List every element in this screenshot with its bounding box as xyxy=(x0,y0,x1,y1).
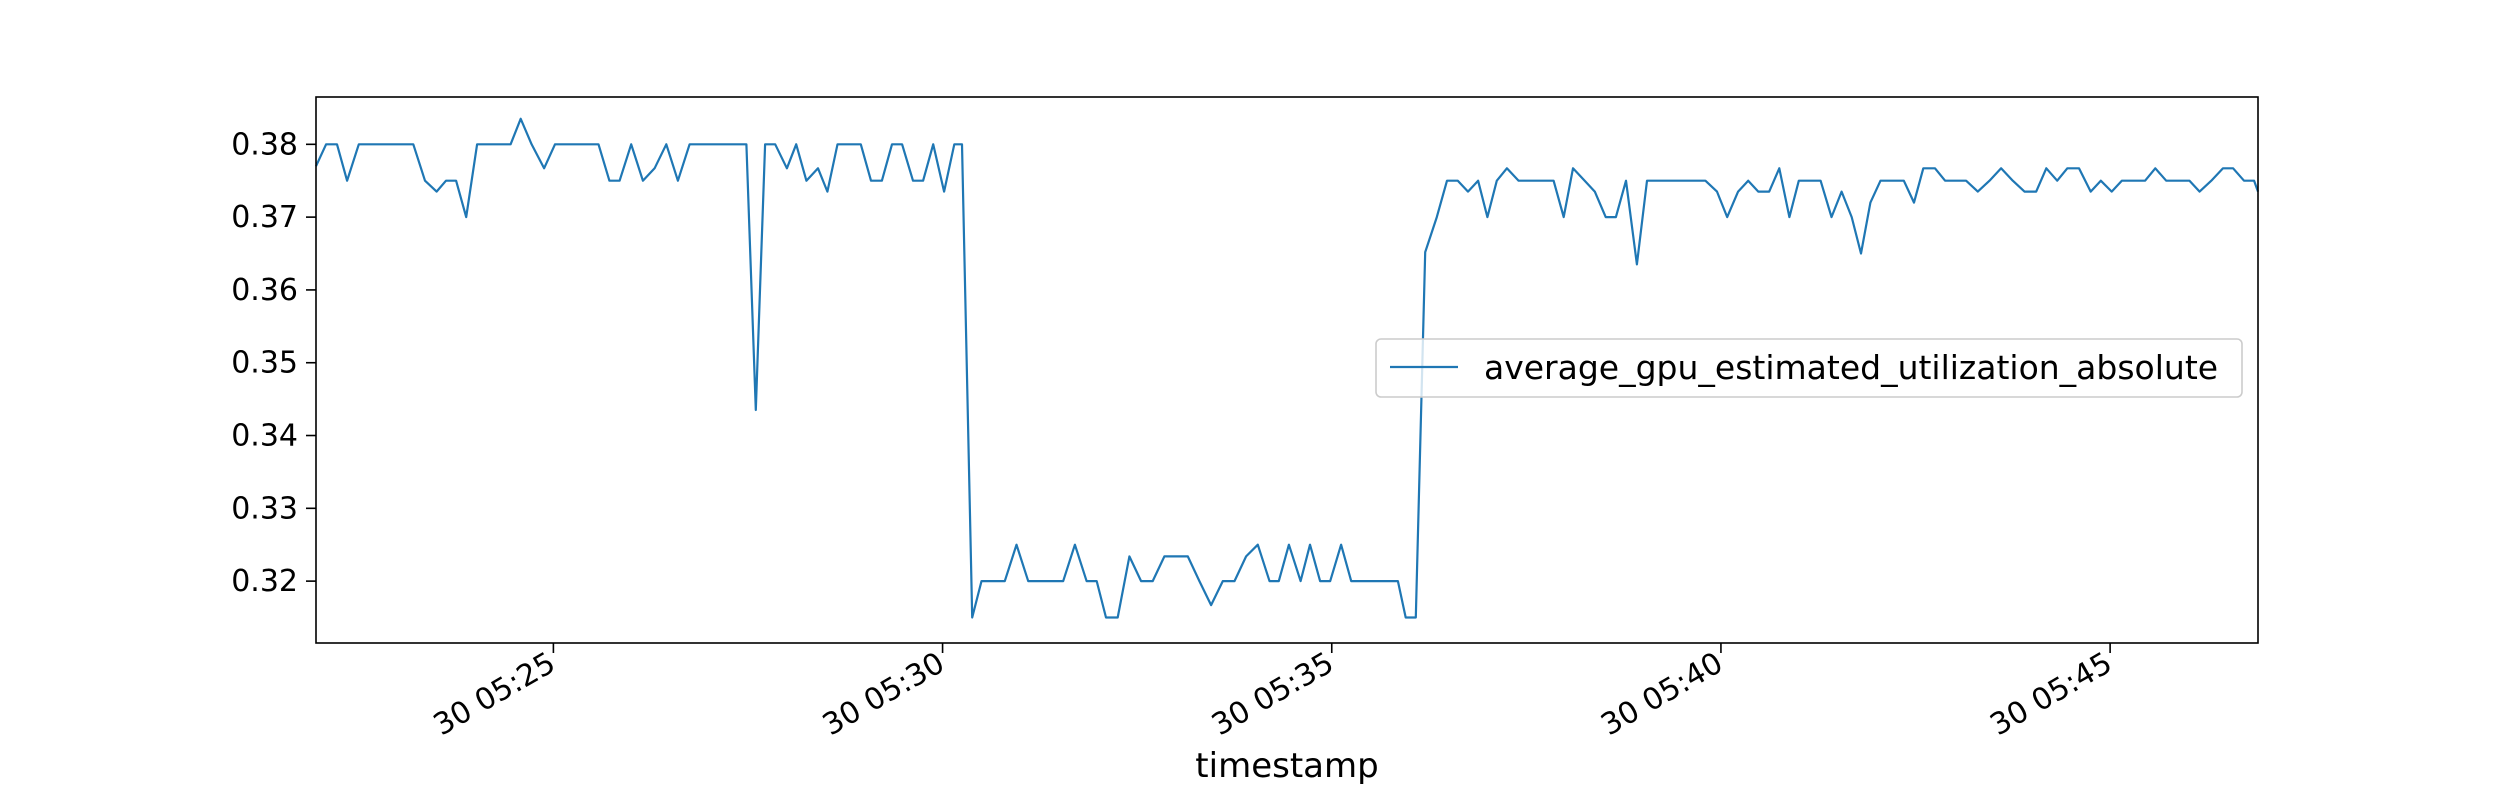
x-tick-label: 30 05:35 xyxy=(1206,646,1340,743)
x-tick-label: 30 05:25 xyxy=(428,646,562,743)
y-tick-label: 0.33 xyxy=(231,491,298,526)
y-axis-ticks: 0.32 0.33 0.34 0.35 0.36 0.37 0.38 xyxy=(231,127,316,599)
y-tick-label: 0.32 xyxy=(231,564,298,599)
series-line xyxy=(315,117,2260,619)
x-axis-ticks: 30 05:25 30 05:30 30 05:35 30 05:40 30 05:45 xyxy=(428,643,2118,743)
y-tick-label: 0.37 xyxy=(231,200,298,235)
x-tick-label: 30 05:45 xyxy=(1984,646,2118,743)
legend: average_gpu_estimated_utilization_absolu… xyxy=(1375,338,2243,398)
legend-entry-label: average_gpu_estimated_utilization_absolu… xyxy=(1484,348,2218,387)
x-tick-label: 30 05:30 xyxy=(817,646,951,743)
legend-frame xyxy=(1375,338,2243,398)
x-axis-label: timestamp xyxy=(1195,746,1378,786)
plot-frame xyxy=(315,96,2259,644)
y-tick-label: 0.38 xyxy=(231,127,298,162)
y-tick-label: 0.36 xyxy=(231,273,298,308)
x-tick-label: 30 05:40 xyxy=(1595,646,1729,743)
y-tick-label: 0.34 xyxy=(231,419,298,454)
series-layer xyxy=(315,117,2260,619)
y-tick-label: 0.35 xyxy=(231,346,298,381)
